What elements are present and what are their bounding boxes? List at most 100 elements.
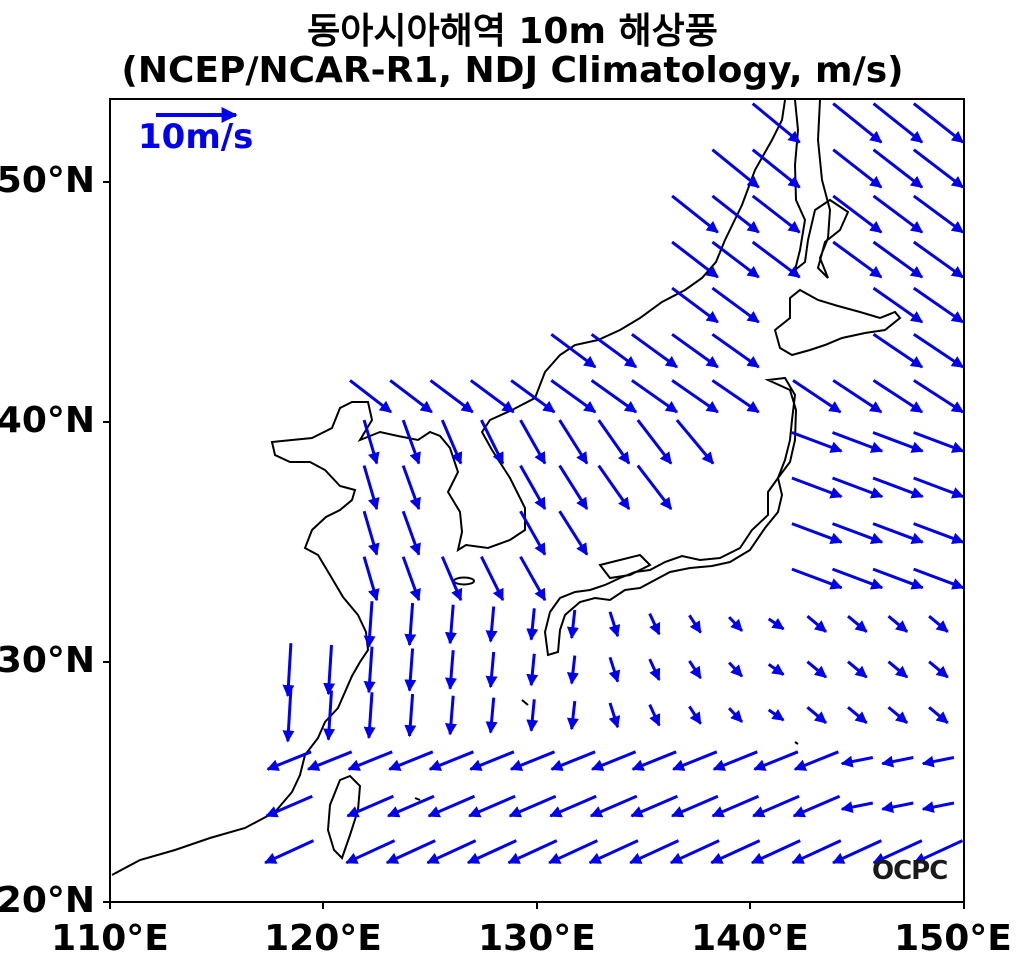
wind-vector (767, 617, 785, 631)
wind-vector (753, 750, 799, 771)
wind-vector (872, 286, 924, 324)
wind-vector (485, 606, 498, 643)
wind-vector (675, 419, 715, 465)
wind-vector (671, 240, 719, 279)
small-island (794, 741, 799, 745)
wind-vector (608, 611, 621, 638)
reference-vector-label: 10m/s (138, 117, 254, 157)
wind-vector (519, 510, 547, 556)
wind-vector (928, 706, 949, 724)
map-title-line1: 동아시아해역 10m 해상풍 (307, 11, 718, 52)
wind-vector (791, 567, 843, 590)
wind-vector (648, 658, 661, 681)
wind-vector (282, 643, 295, 697)
wind-vector (792, 379, 842, 414)
wind-vector (872, 148, 924, 189)
wind-vector (608, 702, 621, 729)
wind-vector (362, 465, 380, 511)
wind-vector (831, 522, 884, 545)
wind-vector (913, 476, 965, 499)
wind-vector (872, 240, 924, 279)
wind-vector (832, 240, 883, 279)
wind-vector (404, 602, 417, 647)
wind-vector (672, 750, 718, 771)
wind-vector (566, 609, 579, 640)
wind-vector (401, 465, 421, 511)
wind-vector (832, 839, 883, 865)
wind-vector (597, 419, 631, 465)
wind-vector (847, 706, 868, 724)
wind-vector (388, 750, 434, 771)
map-title-line2: (NCEP/NCAR-R1, NDJ Climatology, m/s) (121, 50, 904, 91)
wind-vector (589, 794, 638, 818)
wind-vector (444, 650, 457, 690)
wind-vector (469, 379, 515, 414)
wind-vector (265, 794, 313, 818)
wind-vector (363, 692, 376, 739)
wind-vector (636, 464, 673, 510)
wind-vector (728, 661, 744, 678)
wind-vector (831, 476, 884, 499)
wind-vector (590, 750, 637, 771)
wind-vector (671, 379, 719, 414)
wind-vector (913, 567, 965, 590)
wind-vector (872, 379, 924, 414)
wind-vector (728, 707, 744, 723)
wind-vector (519, 464, 547, 511)
wind-vector (928, 615, 949, 633)
wind-vector (912, 240, 964, 279)
lat-tick-30: 30°N (0, 640, 95, 681)
wind-vector (806, 615, 827, 633)
wind-vector (872, 522, 924, 545)
wind-vector (519, 555, 547, 602)
wind-vector (444, 604, 457, 645)
taiwan-coastline (326, 774, 362, 860)
wind-vector (630, 794, 678, 818)
wind-vector (363, 601, 376, 648)
wind-vector (750, 839, 801, 865)
wind-vector (507, 839, 558, 865)
wind-vector (840, 801, 874, 813)
wind-vector (404, 693, 417, 738)
hokkaido-coastline (773, 288, 902, 357)
wind-vector (710, 839, 761, 865)
wind-vector (688, 660, 702, 680)
wind-vector (791, 431, 843, 453)
wind-vector (751, 240, 801, 279)
wind-vector (362, 556, 380, 602)
wind-vector (631, 750, 677, 771)
wind-vector (401, 556, 421, 602)
wind-vector (282, 688, 295, 743)
wind-vector (688, 705, 702, 725)
small-island (414, 797, 421, 801)
wind-vector (928, 660, 949, 679)
wind-vector (688, 614, 702, 634)
wind-vector (751, 194, 801, 234)
wind-vector (426, 839, 477, 865)
wind-vector (349, 379, 392, 414)
wind-vector (832, 102, 883, 144)
wind-vector (588, 839, 639, 865)
wind-vector (385, 839, 436, 865)
wind-vector (921, 755, 955, 768)
wind-vector (362, 510, 380, 556)
lon-tick-150: 150°E (894, 918, 1012, 959)
wind-vector (590, 333, 638, 369)
wind-vector (793, 750, 839, 771)
wind-vector (913, 839, 964, 865)
coastline (111, 99, 902, 876)
wind-vector (921, 801, 955, 813)
wind-vector (401, 510, 421, 556)
wind-vector (485, 697, 498, 734)
wind-vector (631, 379, 678, 414)
wind-vector (711, 148, 760, 189)
wind-vector (872, 102, 924, 144)
wind-vector (791, 522, 843, 545)
wind-vector (558, 419, 589, 465)
wind-vector (558, 510, 589, 556)
jeju-coastline (453, 576, 475, 586)
wind-vector (509, 750, 556, 771)
wind-vector (872, 476, 924, 499)
wind-vectors (264, 102, 965, 865)
wind-vector (266, 750, 312, 771)
